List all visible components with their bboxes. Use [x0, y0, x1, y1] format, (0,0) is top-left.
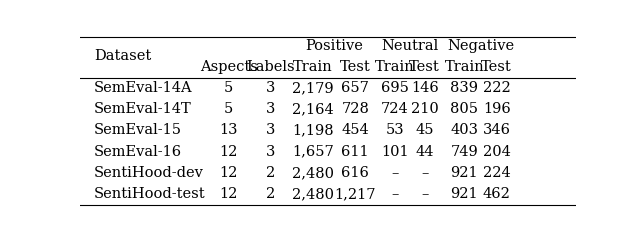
Text: Labels: Labels: [246, 60, 295, 74]
Text: SemEval-14T: SemEval-14T: [94, 102, 191, 116]
Text: –: –: [421, 187, 428, 201]
Text: 45: 45: [415, 123, 434, 138]
Text: Neutral: Neutral: [381, 39, 438, 53]
Text: Test: Test: [340, 60, 371, 74]
Text: 657: 657: [341, 81, 369, 95]
Text: 462: 462: [483, 187, 511, 201]
Text: 921: 921: [451, 187, 478, 201]
Text: Negative: Negative: [447, 39, 514, 53]
Text: 2: 2: [266, 166, 276, 180]
Text: 921: 921: [451, 166, 478, 180]
Text: 12: 12: [220, 145, 238, 159]
Text: 616: 616: [341, 166, 369, 180]
Text: SemEval-14A: SemEval-14A: [94, 81, 193, 95]
Text: Train: Train: [293, 60, 333, 74]
Text: 728: 728: [341, 102, 369, 116]
Text: 1,217: 1,217: [335, 187, 376, 201]
Text: 101: 101: [381, 145, 409, 159]
Text: Positive: Positive: [305, 39, 363, 53]
Text: Test: Test: [410, 60, 440, 74]
Text: 2: 2: [266, 187, 276, 201]
Text: 44: 44: [415, 145, 434, 159]
Text: Aspects: Aspects: [200, 60, 258, 74]
Text: Dataset: Dataset: [94, 49, 151, 63]
Text: 3: 3: [266, 81, 276, 95]
Text: 53: 53: [386, 123, 404, 138]
Text: 5: 5: [224, 81, 234, 95]
Text: 224: 224: [483, 166, 511, 180]
Text: –: –: [391, 166, 399, 180]
Text: 222: 222: [483, 81, 511, 95]
Text: 1,657: 1,657: [292, 145, 334, 159]
Text: 12: 12: [220, 187, 238, 201]
Text: 12: 12: [220, 166, 238, 180]
Text: 2,480: 2,480: [292, 166, 334, 180]
Text: 454: 454: [341, 123, 369, 138]
Text: 805: 805: [451, 102, 479, 116]
Text: 2,480: 2,480: [292, 187, 334, 201]
Text: Train: Train: [445, 60, 484, 74]
Text: SentiHood-dev: SentiHood-dev: [94, 166, 204, 180]
Text: 2,164: 2,164: [292, 102, 334, 116]
Text: 611: 611: [342, 145, 369, 159]
Text: 2,179: 2,179: [292, 81, 334, 95]
Text: 210: 210: [411, 102, 438, 116]
Text: SemEval-15: SemEval-15: [94, 123, 182, 138]
Text: 196: 196: [483, 102, 511, 116]
Text: 695: 695: [381, 81, 409, 95]
Text: 146: 146: [411, 81, 438, 95]
Text: 3: 3: [266, 145, 276, 159]
Text: 13: 13: [220, 123, 238, 138]
Text: 3: 3: [266, 123, 276, 138]
Text: Train: Train: [375, 60, 415, 74]
Text: 839: 839: [451, 81, 479, 95]
Text: 403: 403: [451, 123, 479, 138]
Text: 749: 749: [451, 145, 478, 159]
Text: –: –: [421, 166, 428, 180]
Text: 204: 204: [483, 145, 511, 159]
Text: 346: 346: [483, 123, 511, 138]
Text: SemEval-16: SemEval-16: [94, 145, 182, 159]
Text: Test: Test: [481, 60, 512, 74]
Text: 3: 3: [266, 102, 276, 116]
Text: 5: 5: [224, 102, 234, 116]
Text: 724: 724: [381, 102, 409, 116]
Text: SentiHood-test: SentiHood-test: [94, 187, 205, 201]
Text: –: –: [391, 187, 399, 201]
Text: 1,198: 1,198: [292, 123, 334, 138]
